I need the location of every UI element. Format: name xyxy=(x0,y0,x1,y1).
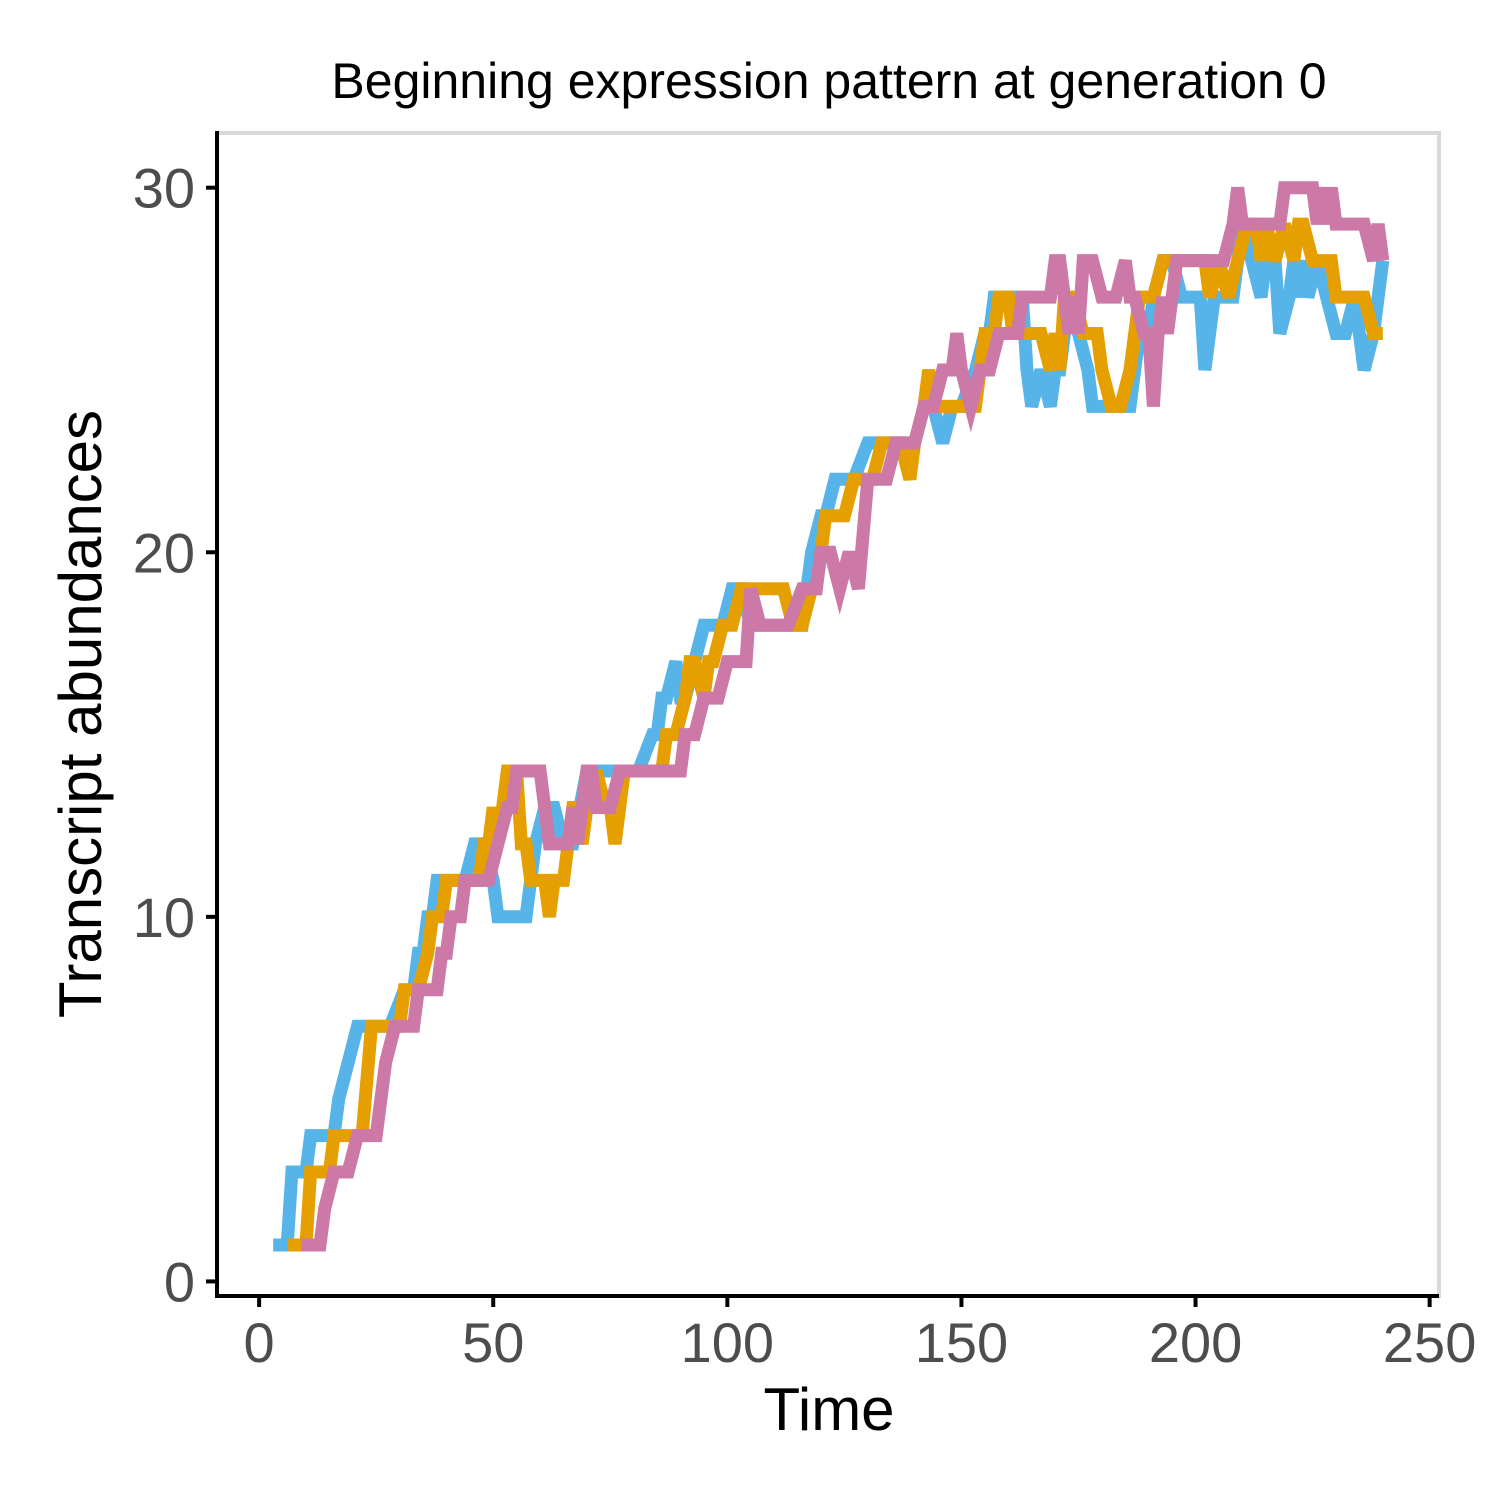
y-tick-label: 20 xyxy=(133,521,195,584)
series-layer xyxy=(273,181,1390,1252)
x-axis-title: Time xyxy=(763,1376,894,1443)
y-tick-label: 30 xyxy=(133,157,195,220)
x-tick-label: 150 xyxy=(915,1311,1008,1374)
x-tick-label: 250 xyxy=(1383,1311,1476,1374)
plot-panel xyxy=(215,131,1441,1298)
chart-title: Beginning expression pattern at generati… xyxy=(331,53,1326,109)
x-tick-label: 100 xyxy=(681,1311,774,1374)
x-tick-label: 0 xyxy=(244,1311,275,1374)
y-axis-title: Transcript abundances xyxy=(47,410,114,1018)
series-line-3 xyxy=(301,181,1390,1252)
y-tick-label: 0 xyxy=(164,1250,195,1313)
x-tick-label: 50 xyxy=(462,1311,524,1374)
x-tick-label: 200 xyxy=(1149,1311,1242,1374)
x-axis-ticks: 0 50 100 150 200 250 xyxy=(244,1296,1476,1374)
y-tick-label: 10 xyxy=(133,886,195,949)
y-axis-ticks: 0 10 20 30 xyxy=(133,157,217,1313)
